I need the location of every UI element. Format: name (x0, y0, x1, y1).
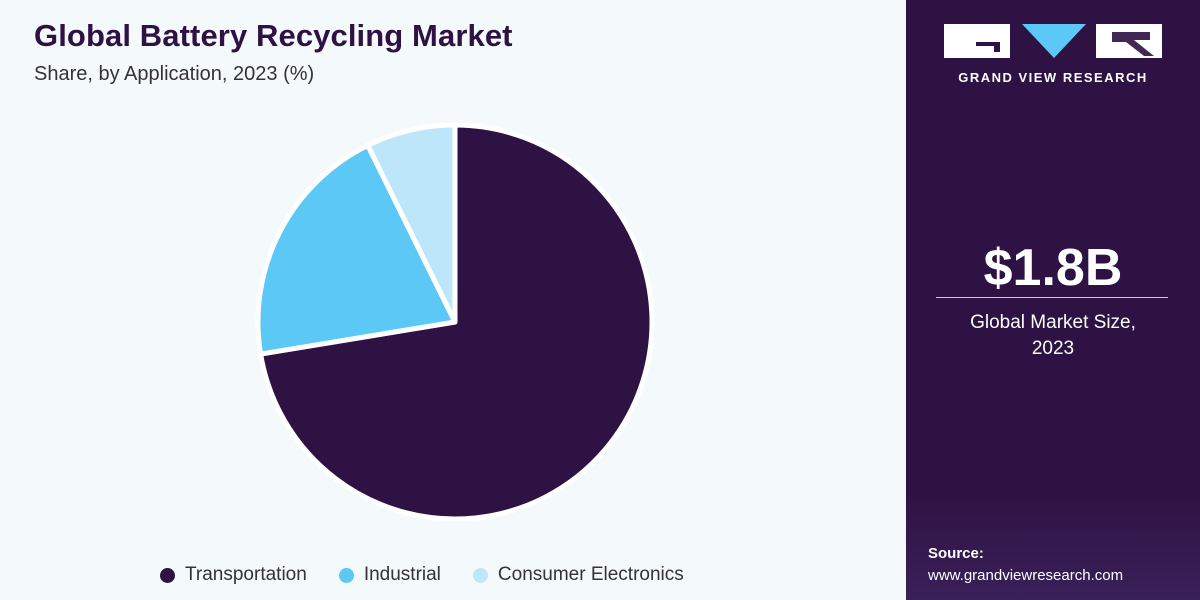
legend-item-industrial: Industrial (338, 564, 441, 586)
legend-label-industrial: Industrial (363, 564, 441, 585)
legend-label-consumer-electronics: Consumer Electronics (497, 564, 684, 585)
legend-swatch-transportation (160, 567, 175, 583)
market-size-label-line2: 2023 (1031, 338, 1075, 359)
source-label: Source: (928, 545, 984, 562)
market-size-value: $1.8B (983, 239, 1123, 297)
market-size-label-line1: Global Market Size, (970, 312, 1136, 333)
info-sidebar: GRAND VIEW RESEARCH $1.8B Global Market … (906, 0, 1200, 600)
pie-slice-industrial (255, 142, 458, 357)
chart-title: Global Battery Recycling Market (34, 18, 513, 53)
divider (936, 297, 1168, 298)
legend-swatch-consumer-electronics (472, 567, 488, 583)
source-url[interactable]: www.grandviewresearch.com (928, 567, 1124, 584)
sidebar-footer-band (906, 490, 1200, 600)
pie-chart (255, 122, 655, 522)
pie-slice-consumer-electronics (365, 122, 458, 325)
market-size-label: Global Market Size, 2023 (906, 310, 1200, 362)
brand-name: GRAND VIEW RESEARCH (958, 70, 1148, 85)
chart-panel: Global Battery Recycling Market Share, b… (34, 18, 716, 587)
legend: Transportation Industrial Consumer Elect… (160, 563, 716, 587)
legend-item-transportation: Transportation (160, 564, 307, 586)
chart-subtitle: Share, by Application, 2023 (%) (34, 63, 315, 85)
legend-label-transportation: Transportation (185, 564, 307, 585)
legend-swatch-industrial (338, 567, 354, 583)
legend-item-consumer-electronics: Consumer Electronics (472, 564, 684, 586)
gvr-logo-icon (944, 24, 1162, 58)
